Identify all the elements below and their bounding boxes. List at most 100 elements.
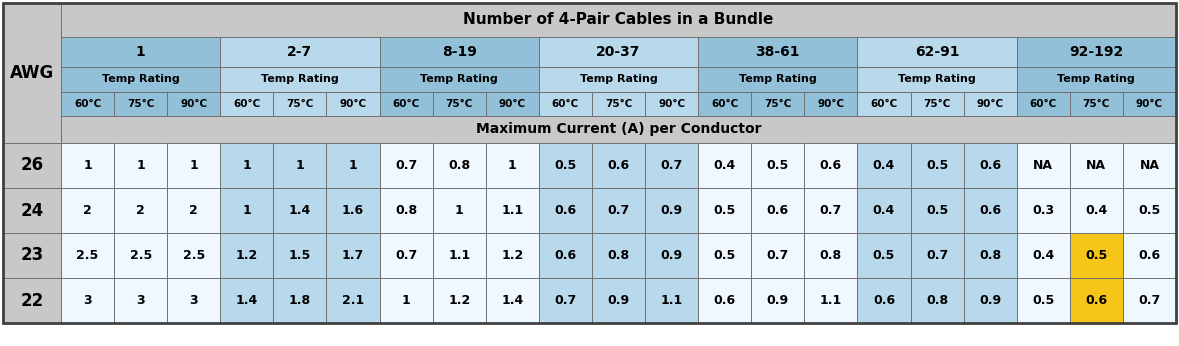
Text: 60°C: 60°C	[711, 99, 738, 109]
Bar	[804, 278, 857, 323]
Bar	[910, 278, 963, 323]
Bar	[804, 92, 857, 116]
Text: 22: 22	[20, 291, 44, 310]
Text: 90°C: 90°C	[976, 99, 1003, 109]
Bar	[61, 116, 1175, 143]
Bar	[433, 92, 486, 116]
Bar	[539, 233, 592, 278]
Text: 1.7: 1.7	[342, 249, 364, 262]
Text: 0.9: 0.9	[660, 249, 683, 262]
Bar	[486, 92, 539, 116]
Bar	[61, 92, 114, 116]
Bar	[327, 278, 380, 323]
Text: NA: NA	[1033, 159, 1053, 172]
Text: AWG: AWG	[9, 64, 54, 82]
Text: 1: 1	[190, 159, 198, 172]
Bar	[274, 92, 327, 116]
Text: 1: 1	[508, 159, 516, 172]
Text: 0.9: 0.9	[607, 294, 630, 307]
Text: 0.6: 0.6	[819, 159, 842, 172]
Bar	[380, 37, 539, 67]
Text: 60°C: 60°C	[552, 99, 579, 109]
Text: 60°C: 60°C	[233, 99, 261, 109]
Bar	[380, 67, 539, 92]
Bar	[645, 278, 698, 323]
Text: 2: 2	[190, 204, 198, 217]
Bar	[592, 143, 645, 188]
Bar	[4, 188, 61, 233]
Text: 1: 1	[136, 45, 145, 59]
Bar	[910, 143, 963, 188]
Bar	[963, 233, 1016, 278]
Text: 0.7: 0.7	[395, 159, 417, 172]
Text: 0.5: 0.5	[713, 204, 736, 217]
Bar	[1016, 67, 1175, 92]
Text: 1.4: 1.4	[501, 294, 523, 307]
Text: 0.5: 0.5	[554, 159, 577, 172]
Bar	[274, 233, 327, 278]
Text: 2-7: 2-7	[288, 45, 312, 59]
Text: 3: 3	[190, 294, 198, 307]
Bar	[327, 233, 380, 278]
Text: 2: 2	[137, 204, 145, 217]
Bar	[751, 143, 804, 188]
Text: Temp Rating: Temp Rating	[421, 74, 498, 84]
Text: 75°C: 75°C	[286, 99, 314, 109]
Bar	[963, 92, 1016, 116]
Text: 0.7: 0.7	[819, 204, 842, 217]
Text: 3: 3	[84, 294, 92, 307]
Text: 0.7: 0.7	[926, 249, 948, 262]
Bar	[486, 278, 539, 323]
Bar	[4, 143, 61, 188]
Text: 3: 3	[137, 294, 145, 307]
Bar	[539, 278, 592, 323]
Bar	[167, 188, 220, 233]
Bar	[220, 188, 274, 233]
Text: 0.4: 0.4	[1085, 204, 1107, 217]
Text: 0.6: 0.6	[713, 294, 736, 307]
Text: 23: 23	[20, 246, 44, 264]
Bar	[592, 278, 645, 323]
Text: 1: 1	[84, 159, 92, 172]
Text: 0.8: 0.8	[395, 204, 417, 217]
Text: 1.2: 1.2	[501, 249, 523, 262]
Text: 60°C: 60°C	[393, 99, 420, 109]
Bar	[1069, 278, 1122, 323]
Text: 62-91: 62-91	[915, 45, 960, 59]
Bar	[486, 233, 539, 278]
Text: 0.6: 0.6	[554, 204, 577, 217]
Text: 0.7: 0.7	[607, 204, 630, 217]
Text: 20-37: 20-37	[597, 45, 640, 59]
Text: 0.5: 0.5	[926, 204, 948, 217]
Bar	[1122, 188, 1175, 233]
Bar	[61, 67, 220, 92]
Bar	[433, 143, 486, 188]
Bar	[1122, 143, 1175, 188]
Text: 0.7: 0.7	[554, 294, 577, 307]
Text: 1: 1	[349, 159, 357, 172]
Bar	[804, 188, 857, 233]
Text: 2.1: 2.1	[342, 294, 364, 307]
Text: 60°C: 60°C	[870, 99, 897, 109]
Text: 38-61: 38-61	[756, 45, 801, 59]
Bar	[274, 143, 327, 188]
Bar	[963, 143, 1016, 188]
Text: 0.4: 0.4	[1032, 249, 1054, 262]
Text: Number of 4-Pair Cables in a Bundle: Number of 4-Pair Cables in a Bundle	[463, 12, 773, 27]
Bar	[751, 188, 804, 233]
Bar	[751, 233, 804, 278]
Bar	[910, 188, 963, 233]
Bar	[645, 188, 698, 233]
Text: 2.5: 2.5	[77, 249, 99, 262]
Text: Temp Rating: Temp Rating	[898, 74, 976, 84]
Bar	[274, 278, 327, 323]
Bar	[698, 233, 751, 278]
Text: 1.1: 1.1	[448, 249, 470, 262]
Bar	[327, 188, 380, 233]
Bar	[698, 67, 857, 92]
Text: 1: 1	[243, 159, 251, 172]
Text: 0.5: 0.5	[1085, 249, 1107, 262]
Bar	[220, 67, 380, 92]
Bar	[220, 278, 274, 323]
Text: 75°C: 75°C	[605, 99, 632, 109]
